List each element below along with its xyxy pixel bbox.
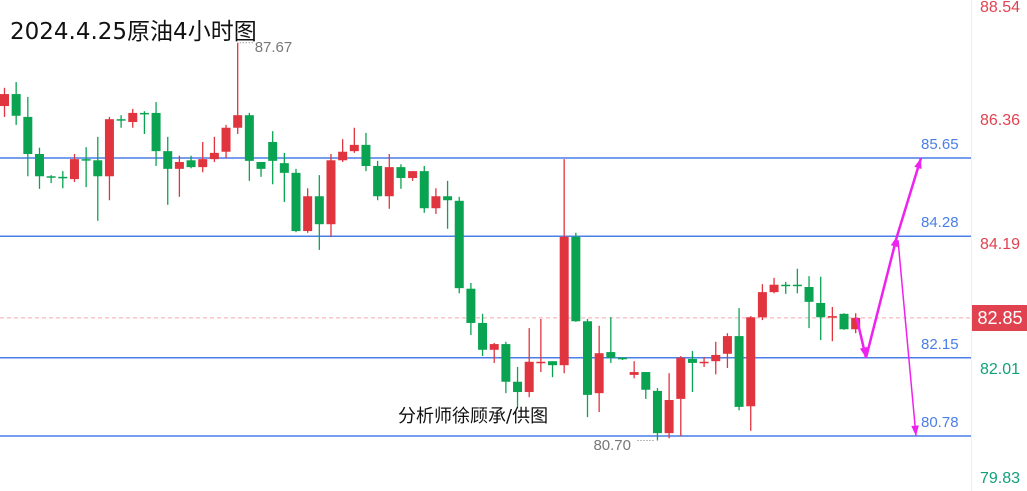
analyst-watermark: 分析师徐顾承/供图 [398, 406, 549, 427]
low-annotation-label: 80.70 [593, 436, 631, 454]
candle-body [384, 167, 394, 197]
candle-body [256, 161, 266, 169]
candle-body [769, 284, 779, 293]
arrow-head [890, 236, 899, 248]
high-annotation-label: 87.67 [254, 38, 293, 56]
candle-body [373, 165, 383, 197]
candle-body [396, 167, 406, 178]
forecast-arrow [897, 240, 917, 437]
candle-body [279, 163, 289, 173]
candle-body [268, 142, 278, 161]
candle-body [326, 160, 336, 225]
candle-body [513, 381, 523, 393]
candle-body [664, 400, 674, 434]
candle-body [0, 94, 9, 107]
forecast-arrow [895, 157, 923, 237]
candle-body [652, 390, 662, 434]
candle-body [291, 172, 301, 232]
candle-body [816, 302, 826, 318]
candle-body [314, 196, 324, 225]
candle-body [361, 144, 371, 166]
candle-body [104, 119, 114, 177]
candle-body [524, 361, 534, 393]
candle-body [792, 284, 802, 287]
candle-body [781, 284, 791, 287]
candle-body [571, 236, 581, 322]
candle-body [34, 154, 44, 177]
candle-body [349, 144, 359, 152]
y-tick-label: 82.01 [980, 360, 1021, 378]
level-label: 80.78 [921, 413, 959, 431]
candle-body [617, 357, 627, 360]
candle-body [676, 357, 686, 399]
candle-body [583, 321, 592, 395]
candle-body [128, 112, 138, 123]
candle-body [93, 160, 103, 177]
level-label: 84.28 [921, 214, 959, 232]
candle-body [606, 352, 616, 358]
candle-body [548, 361, 558, 366]
candle-body [699, 361, 709, 364]
candle-body [827, 316, 837, 318]
candle-body [338, 151, 348, 161]
current-price-badge: 82.85 [972, 304, 1027, 331]
candle-body [839, 313, 849, 330]
candle-body [198, 159, 208, 168]
y-tick-label: 79.83 [980, 470, 1021, 487]
candle-body [46, 176, 56, 178]
arrow-head [911, 425, 919, 436]
candle-body [722, 336, 732, 354]
candle-body [69, 159, 79, 180]
candle-body [711, 354, 721, 362]
chart-title: 2024.4.25原油4小时图 [10, 19, 257, 45]
candle-body [489, 344, 499, 350]
candle-body [233, 115, 243, 128]
y-tick-label: 84.19 [980, 236, 1021, 254]
candle-body [408, 171, 418, 178]
candle-body [559, 236, 569, 366]
candle-body [454, 200, 464, 289]
candle-body [174, 161, 184, 169]
candle-body [594, 353, 604, 394]
forecast-arrow [864, 235, 899, 359]
level-label: 85.65 [921, 136, 959, 153]
candle-body [431, 196, 441, 209]
candle-body [641, 372, 651, 390]
y-tick-label: 86.36 [980, 112, 1021, 130]
high-annotation: 87.67 [255, 39, 293, 56]
candle-body [419, 171, 429, 209]
candle-body [501, 344, 511, 382]
candle-body [536, 361, 546, 364]
candle-body [11, 94, 21, 116]
candle-body [303, 196, 313, 232]
candle-body [804, 287, 814, 302]
candle-body [443, 196, 453, 201]
y-tick-label: 88.54 [980, 0, 1021, 16]
candle-body [478, 322, 488, 350]
candle-body [151, 112, 161, 152]
level-label: 82.15 [921, 335, 959, 353]
candle-body [244, 115, 254, 161]
candle-body [186, 160, 196, 168]
candle-body [221, 127, 231, 152]
low-annotation: 80.70 [593, 437, 631, 454]
candle-body [23, 116, 33, 155]
candle-body [851, 317, 861, 330]
candle-body [163, 151, 173, 169]
candle-body [116, 119, 126, 121]
candle-body [734, 336, 744, 407]
candle-body [757, 292, 767, 318]
candle-body [209, 152, 219, 160]
candle-body [466, 288, 476, 323]
arrow-head [914, 158, 922, 169]
candle-body [139, 112, 149, 115]
candle-body [58, 176, 68, 179]
candle-body [81, 159, 91, 161]
candle-body [687, 358, 697, 363]
candlestick-chart [0, 42, 971, 442]
candle-body [746, 317, 756, 407]
candle-body [629, 372, 639, 375]
price-axis[interactable]: 82.85 88.54 86.36 84.19 82.01 79.83 [971, 0, 1027, 491]
